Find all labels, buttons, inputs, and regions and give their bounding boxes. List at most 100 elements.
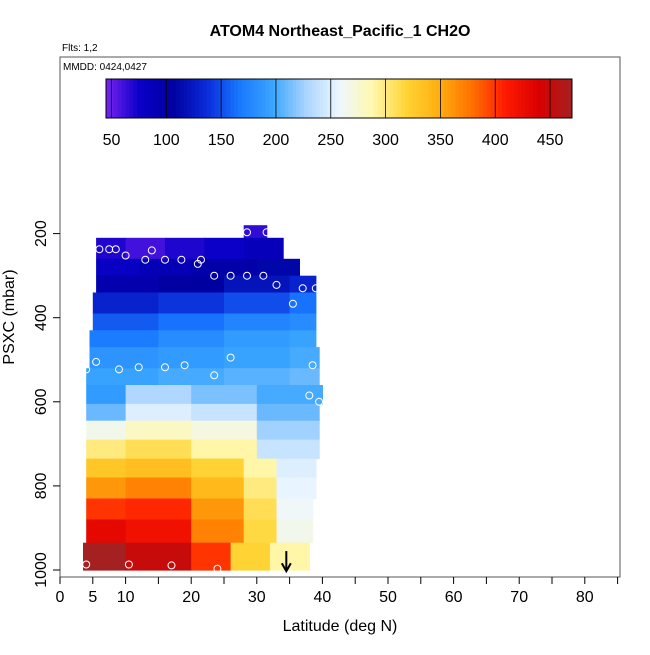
- colorbar-segment: [168, 79, 173, 118]
- colorbar-segment: [463, 79, 468, 118]
- x-tick-label: 70: [510, 589, 528, 606]
- colorbar-segment: [148, 79, 154, 118]
- colorbar-segment: [175, 79, 181, 118]
- heatmap-cell: [230, 542, 271, 571]
- colorbar-segment: [366, 79, 371, 118]
- observation-point: [82, 560, 91, 569]
- heatmap-cell: [158, 292, 225, 315]
- y-tick-label: 400: [33, 304, 50, 331]
- heatmap-cell: [86, 420, 127, 441]
- colorbar-segment: [129, 79, 134, 118]
- colorbar-segment: [490, 79, 495, 118]
- heatmap-cell: [125, 403, 192, 422]
- heatmap-cell: [289, 292, 317, 315]
- heatmap-cell: [191, 542, 232, 571]
- observation-point: [315, 397, 324, 406]
- colorbar-segment: [537, 79, 542, 118]
- heatmap-cell: [224, 313, 291, 331]
- colorbar-segment: [377, 79, 383, 118]
- colorbar-segment: [502, 79, 507, 118]
- colorbar-segment: [389, 79, 394, 118]
- colorbar-segment: [533, 79, 538, 118]
- observation-point: [134, 363, 143, 372]
- colorbar-segment: [401, 79, 406, 118]
- colorbar-segment: [408, 79, 414, 118]
- observation-point: [124, 560, 133, 569]
- heatmap-cell: [89, 347, 159, 369]
- observation-point: [95, 245, 104, 254]
- x-tick-label: 20: [182, 589, 200, 606]
- colorbar-tick-label: 250: [317, 132, 344, 149]
- colorbar-segment: [385, 79, 390, 118]
- heatmap-cell: [125, 498, 192, 521]
- colorbar-segment: [179, 79, 185, 118]
- colorbar-segment: [373, 79, 379, 118]
- heatmap-cell: [86, 498, 127, 521]
- heatmap-cell: [224, 368, 291, 386]
- dates-note: MMDD: 0424,0427: [63, 62, 147, 73]
- colorbar-segment: [288, 79, 293, 118]
- heatmap-cell: [191, 403, 258, 422]
- colorbar-tick-label: 450: [537, 132, 564, 149]
- heatmap-cell: [158, 313, 225, 331]
- colorbar-segment: [265, 79, 270, 118]
- colorbar-segment: [339, 79, 344, 118]
- colorbar-segment: [478, 79, 484, 118]
- heatmap-cell: [86, 439, 127, 460]
- heatmap-cell: [191, 258, 258, 277]
- colorbar-segment: [195, 79, 200, 118]
- colorbar-segment: [397, 79, 402, 118]
- colorbar-segment: [505, 79, 511, 118]
- heatmap-cell: [256, 439, 320, 460]
- colorbar-segment: [424, 79, 429, 118]
- colorbar-segment: [471, 79, 476, 118]
- colorbar-segment: [568, 79, 573, 118]
- heatmap-cell: [243, 498, 278, 521]
- y-tick-label: 200: [33, 220, 50, 247]
- chart-title: ATOM4 Northeast_Pacific_1 CH2O: [210, 23, 471, 40]
- colorbar-segment: [272, 79, 278, 118]
- colorbar-segment: [548, 79, 554, 118]
- colorbar-segment: [335, 79, 340, 118]
- colorbar-segment: [117, 79, 123, 118]
- y-tick-label: 1000: [33, 552, 50, 588]
- colorbar-segment: [206, 79, 212, 118]
- colorbar-segment: [257, 79, 262, 118]
- colorbar-segment: [362, 79, 367, 118]
- heatmap-cell: [158, 368, 225, 386]
- colorbar-segment: [269, 79, 274, 118]
- flights-note: Flts: 1,2: [62, 43, 98, 54]
- colorbar-segment: [474, 79, 480, 118]
- colorbar-segment: [214, 79, 220, 118]
- colorbar-segment: [564, 79, 569, 118]
- colorbar-segment: [241, 79, 247, 118]
- heatmap-cell: [243, 519, 278, 544]
- observation-point: [272, 280, 281, 289]
- heatmap-cell: [191, 458, 245, 479]
- colorbar-segment: [486, 79, 491, 118]
- axes: 0 5 10 20 30 40 50 60 70 80 200 400 600 800 1000: [33, 220, 619, 606]
- observation-point: [305, 391, 314, 400]
- colorbar-segment: [560, 79, 565, 118]
- observation-point: [226, 353, 235, 362]
- colorbar-segment: [137, 79, 142, 118]
- y-axis-label: PSXC (mbar): [1, 269, 18, 364]
- colorbar-segment: [284, 79, 290, 118]
- colorbar-tick-label: 100: [153, 132, 180, 149]
- colorbar-segment: [393, 79, 398, 118]
- heatmap-cell: [125, 519, 192, 544]
- colorbar-segment: [319, 79, 324, 118]
- colorbar-segment: [304, 79, 309, 118]
- observation-point: [308, 361, 317, 370]
- heatmap-cell: [191, 385, 258, 405]
- colorbar-segment: [140, 79, 146, 118]
- observation-point: [210, 371, 219, 380]
- heatmap-cell: [191, 420, 258, 441]
- colorbar-segment: [439, 79, 445, 118]
- colorbar-segment: [160, 79, 165, 118]
- heatmap-cell: [224, 275, 291, 294]
- colorbar-segment: [342, 79, 348, 118]
- heatmap-cell: [96, 275, 159, 294]
- colorbar-segment: [350, 79, 356, 118]
- colorbar-segment: [381, 79, 387, 118]
